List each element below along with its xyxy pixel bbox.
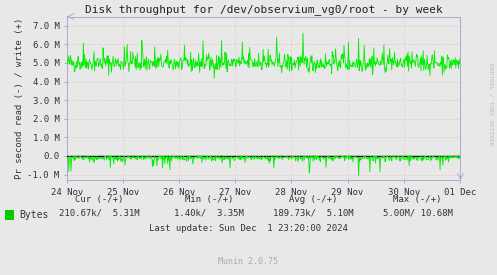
Text: Avg (-/+): Avg (-/+) — [289, 195, 337, 204]
Text: 5.00M/ 10.68M: 5.00M/ 10.68M — [383, 209, 452, 218]
Text: 1.40k/  3.35M: 1.40k/ 3.35M — [174, 209, 244, 218]
Text: Max (-/+): Max (-/+) — [393, 195, 442, 204]
Text: 210.67k/  5.31M: 210.67k/ 5.31M — [59, 209, 140, 218]
Text: Bytes: Bytes — [19, 210, 48, 220]
Text: 189.73k/  5.10M: 189.73k/ 5.10M — [273, 209, 353, 218]
Text: Cur (-/+): Cur (-/+) — [75, 195, 124, 204]
Text: Min (-/+): Min (-/+) — [184, 195, 233, 204]
Y-axis label: Pr second read (-) / write (+): Pr second read (-) / write (+) — [15, 18, 24, 179]
Title: Disk throughput for /dev/observium_vg0/root - by week: Disk throughput for /dev/observium_vg0/r… — [84, 4, 442, 15]
Text: Last update: Sun Dec  1 23:20:00 2024: Last update: Sun Dec 1 23:20:00 2024 — [149, 224, 348, 233]
Text: RRDTOOL / TOBI OETIKER: RRDTOOL / TOBI OETIKER — [489, 63, 494, 146]
Text: Munin 2.0.75: Munin 2.0.75 — [219, 257, 278, 266]
